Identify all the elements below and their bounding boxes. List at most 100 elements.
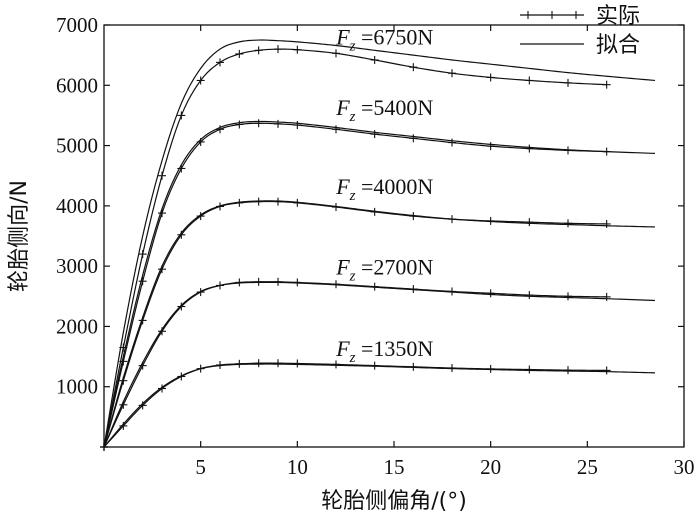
measured-point-1350 xyxy=(119,421,128,430)
measured-point-2700 xyxy=(138,361,147,370)
measured-point-2700 xyxy=(409,285,418,294)
measured-point-4000 xyxy=(119,376,128,385)
y-tick-label: 1000 xyxy=(56,375,98,399)
measured-point-2700 xyxy=(486,289,495,298)
series-line-fit-2700 xyxy=(103,281,656,448)
measured-point-2700 xyxy=(293,278,302,287)
measured-point-1350 xyxy=(370,361,379,370)
measured-point-5400 xyxy=(177,164,186,173)
measured-point-4000 xyxy=(370,207,379,216)
legend-label-fit: 拟合 xyxy=(596,33,640,58)
measured-point-2700 xyxy=(216,281,224,290)
measured-point-1350 xyxy=(525,365,534,374)
measured-point-2700 xyxy=(119,400,128,409)
measured-point-2700 xyxy=(525,291,534,300)
measured-point-4000 xyxy=(564,219,572,228)
y-tick-label: 2000 xyxy=(56,314,98,338)
measured-point-2700 xyxy=(177,302,186,311)
measured-point-1350 xyxy=(274,359,282,368)
measured-point-1350 xyxy=(602,366,611,375)
measured-point-4000 xyxy=(235,198,244,207)
x-tick-label: 5 xyxy=(195,455,206,479)
legend-label-measured: 实际 xyxy=(596,4,640,29)
load-label-4: Fz =1350N xyxy=(335,336,433,366)
y-tick-label: 3000 xyxy=(56,254,98,278)
measured-point-1350 xyxy=(196,364,205,373)
load-annotations: Fz =6750N Fz =5400N Fz =4000N Fz =2700N Fz =… xyxy=(335,24,433,366)
measured-point-4000 xyxy=(274,197,282,206)
measured-point-5400 xyxy=(158,209,166,218)
x-tick-label: 20 xyxy=(480,455,501,479)
measured-point-1350 xyxy=(177,372,186,381)
series-line-fit-4000 xyxy=(103,200,656,448)
measured-point-2700 xyxy=(564,292,572,301)
measured-point-2700 xyxy=(370,282,379,291)
measured-point-5400 xyxy=(332,125,340,134)
measured-point-6750 xyxy=(138,250,147,259)
measured-point-1350 xyxy=(254,359,263,368)
measured-point-2700 xyxy=(254,277,263,286)
measured-point-1350 xyxy=(158,384,166,393)
measured-point-6750 xyxy=(448,69,456,78)
measured-point-5400 xyxy=(138,277,147,286)
measured-point-5400 xyxy=(564,146,572,155)
measured-point-6750 xyxy=(525,76,534,85)
measured-point-2700 xyxy=(158,327,166,336)
measured-point-4000 xyxy=(254,197,263,206)
measured-point-2700 xyxy=(332,280,340,289)
measured-point-2700 xyxy=(274,277,282,286)
measured-point-2700 xyxy=(235,278,244,287)
series-group xyxy=(100,39,656,451)
load-label-1: Fz =5400N xyxy=(335,95,433,125)
measured-point-5400 xyxy=(525,144,534,153)
y-tick-label: 5000 xyxy=(56,134,98,158)
measured-point-1350 xyxy=(100,443,108,451)
load-label-2: Fz =4000N xyxy=(335,174,433,204)
x-axis-label: 轮胎侧偏角/(°) xyxy=(321,489,467,514)
measured-point-1350 xyxy=(564,366,572,375)
measured-point-5400 xyxy=(254,119,263,128)
y-axis-label: 轮胎侧向/N xyxy=(7,180,32,292)
measured-point-6750 xyxy=(602,80,611,89)
measured-point-6750 xyxy=(274,45,282,54)
measured-point-5400 xyxy=(486,142,495,151)
measured-point-4000 xyxy=(293,198,302,207)
measured-point-5400 xyxy=(235,120,244,129)
measured-point-5400 xyxy=(119,357,128,366)
measured-point-4000 xyxy=(177,230,186,239)
measured-point-4000 xyxy=(486,216,495,225)
measured-point-5400 xyxy=(409,134,418,143)
measured-point-5400 xyxy=(602,147,611,156)
load-label-3: Fz =2700N xyxy=(335,255,433,285)
measured-point-2700 xyxy=(448,287,456,296)
measured-point-6750 xyxy=(564,78,572,87)
series-line-fit-5400 xyxy=(103,120,656,448)
measured-point-1350 xyxy=(293,359,302,368)
measured-point-5400 xyxy=(196,137,205,146)
measured-point-2700 xyxy=(196,288,205,297)
measured-point-2700 xyxy=(602,292,611,301)
measured-point-6750 xyxy=(370,55,379,64)
measured-point-4000 xyxy=(138,316,147,325)
load-label-0: Fz =6750N xyxy=(335,24,433,54)
measured-point-5400 xyxy=(370,130,379,139)
measured-point-4000 xyxy=(409,212,418,221)
measured-point-4000 xyxy=(602,219,611,228)
y-tick-label: 7000 xyxy=(56,13,98,37)
measured-point-5400 xyxy=(274,119,282,128)
x-tick-label: 10 xyxy=(287,455,308,479)
y-tick-label: 4000 xyxy=(56,194,98,218)
x-tick-label: 15 xyxy=(384,455,405,479)
measured-point-6750 xyxy=(486,73,495,82)
measured-point-4000 xyxy=(525,218,534,227)
measured-point-6750 xyxy=(409,63,418,72)
measured-point-6750 xyxy=(177,111,186,120)
series-line-fit-6750 xyxy=(103,39,656,448)
series-line-measured-6750 xyxy=(103,48,607,448)
series-line-measured-2700 xyxy=(103,281,607,448)
measured-point-4000 xyxy=(216,202,224,211)
measured-point-1350 xyxy=(486,364,495,373)
measured-point-6750 xyxy=(216,58,224,67)
